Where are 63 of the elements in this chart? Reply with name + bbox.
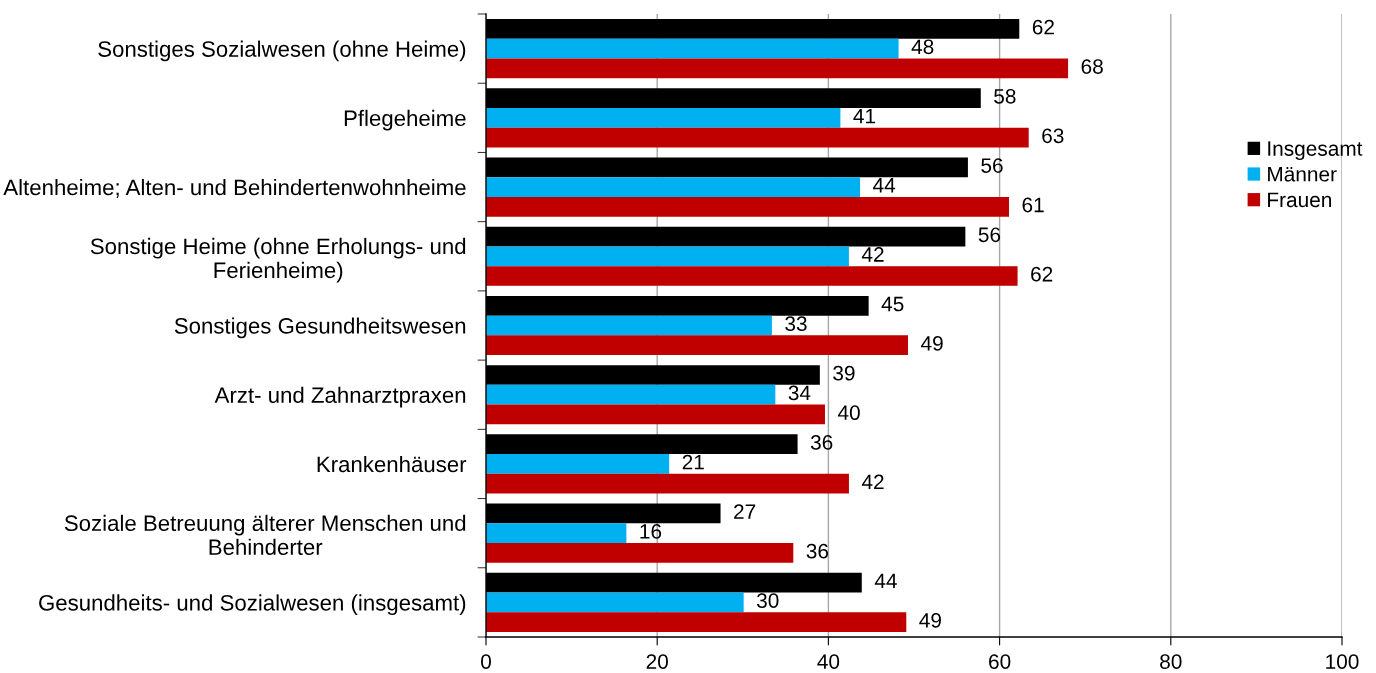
y-tick-label: Sonstiges Gesundheitswesen <box>174 317 466 339</box>
x-tick-label: 80 <box>1160 654 1182 669</box>
bar <box>486 266 1018 286</box>
legend-label: Insgesamt <box>1268 141 1363 161</box>
y-tick-label: Krankenhäuser <box>317 455 467 473</box>
data-label: 62 <box>1031 266 1053 282</box>
data-label: 36 <box>810 435 833 450</box>
bar <box>486 612 907 632</box>
data-label: 61 <box>1022 197 1044 213</box>
data-label: 68 <box>1081 59 1103 74</box>
bar <box>486 543 794 563</box>
x-tick-label: 20 <box>646 654 668 669</box>
bar <box>486 473 849 494</box>
data-label: 30 <box>756 593 779 608</box>
bar <box>486 404 825 425</box>
x-tick-label: 0 <box>481 654 491 669</box>
bar <box>486 315 772 336</box>
legend-label: Frauen <box>1268 192 1332 208</box>
bar <box>486 246 849 267</box>
data-label: 27 <box>734 504 756 519</box>
data-label: 39 <box>833 365 855 381</box>
data-label: 62 <box>1032 19 1054 35</box>
y-tick-label: Soziale Betreuung älterer Menschen und Behinderter <box>64 514 466 556</box>
data-label: 56 <box>981 158 1003 173</box>
data-label: 44 <box>873 178 896 193</box>
y-tick-label: Gesundheits- und Sozialwesen (insgesamt) <box>39 594 466 616</box>
data-label: 44 <box>874 573 897 589</box>
bar <box>486 196 1010 217</box>
data-label: 49 <box>920 336 943 351</box>
data-label: 41 <box>853 108 876 124</box>
data-label: 58 <box>994 88 1016 104</box>
y-tick-label: Arzt- und Zahnarztpraxen <box>214 386 466 408</box>
bar <box>486 58 1069 79</box>
x-tick-label: 60 <box>989 654 1011 669</box>
bar <box>486 335 909 356</box>
data-label: 34 <box>788 385 811 401</box>
data-label: 21 <box>682 454 704 470</box>
x-tick-label: 100 <box>1326 654 1359 669</box>
data-label: 36 <box>806 543 829 559</box>
x-tick-label: 40 <box>817 654 840 669</box>
data-label: 63 <box>1042 128 1064 144</box>
bar <box>486 107 841 128</box>
data-label: 33 <box>785 316 807 332</box>
data-label: 48 <box>911 39 934 55</box>
legend-label: Männer <box>1268 167 1337 182</box>
data-label: 45 <box>881 296 904 312</box>
data-label: 42 <box>861 247 884 262</box>
bar <box>486 384 776 405</box>
bar <box>486 592 744 613</box>
bar <box>486 523 627 544</box>
bar <box>486 38 899 59</box>
y-tick-label: Sonstiges Sozialwesen (ohne Heime) <box>98 40 466 62</box>
data-label: 40 <box>837 405 860 421</box>
data-label: 49 <box>919 612 941 628</box>
bar <box>486 177 861 197</box>
data-label: 16 <box>640 524 662 539</box>
y-tick-label: Altenheime; Alten- und Behindertenwohnheime <box>3 179 466 198</box>
bar <box>486 454 670 474</box>
bar <box>486 127 1029 148</box>
y-tick-label: Sonstige Heime (ohne Erholungs- und Ferienheime) <box>90 237 466 283</box>
data-label: 42 <box>861 474 884 490</box>
data-label: 56 <box>978 227 1001 243</box>
y-tick-label: Pflegeheime <box>344 109 466 131</box>
